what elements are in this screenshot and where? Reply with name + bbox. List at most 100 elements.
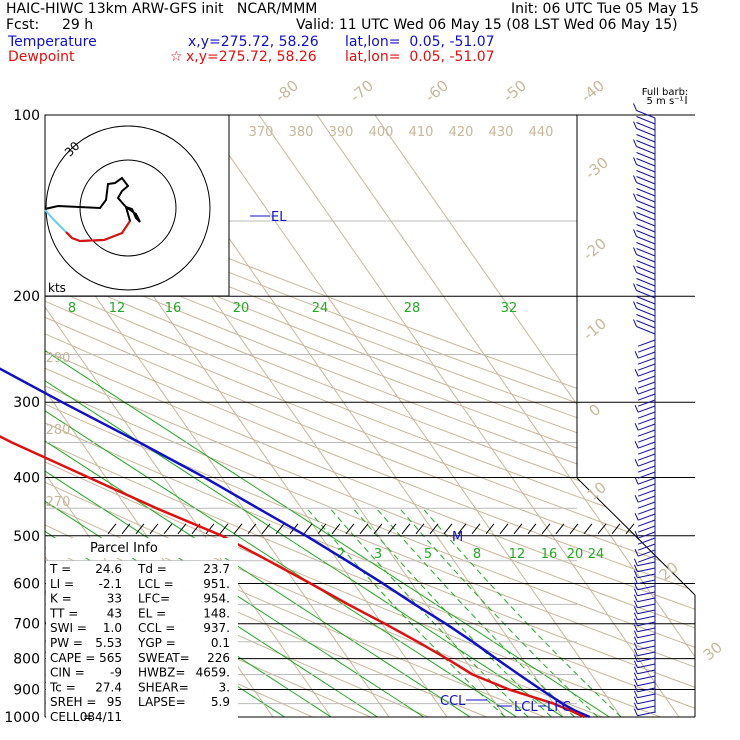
wind-barb — [633, 157, 656, 173]
parcel-title-bg — [46, 538, 238, 558]
theta-label: 440 — [529, 125, 554, 140]
theta-left-label: 280 — [46, 423, 71, 438]
parcel-value: 27.4 — [95, 680, 122, 694]
dry-adiabat-line — [45, 115, 695, 717]
isotherm-line — [258, 115, 680, 717]
wind-barb — [636, 134, 656, 143]
hatch-mark — [541, 523, 551, 535]
parcel-label: YGP = — [137, 636, 176, 650]
dry-adiabat-line — [45, 115, 695, 717]
parcel-label: EL = — [138, 606, 166, 620]
dry-adiabat-line — [45, 115, 695, 717]
wind-barb — [634, 459, 656, 467]
hatch-mark — [121, 523, 131, 535]
fcst-value: 29 h — [62, 17, 94, 33]
dry-adiabat-line — [45, 115, 695, 717]
hatch-mark — [275, 523, 285, 535]
hatch-mark — [331, 523, 341, 535]
wind-barb — [633, 684, 656, 693]
wind-barb — [633, 630, 656, 639]
dry-adiabat-line — [45, 115, 695, 717]
pressure-label: 700 — [13, 617, 40, 633]
hatch-mark — [177, 523, 187, 535]
isotherm-line — [45, 115, 332, 717]
hatch-mark — [611, 523, 621, 535]
wind-barb — [634, 513, 656, 521]
mixing-ratio-label: 3 — [374, 547, 382, 562]
parcel-value: 43 — [107, 606, 122, 620]
wind-barb — [637, 453, 656, 461]
parcel-value: 226 — [207, 651, 230, 665]
wind-barb — [637, 357, 656, 365]
dewpoint-latlon: lat,lon= 0.05, -51.07 — [345, 49, 495, 65]
theta-left-label: 270 — [46, 495, 71, 510]
isotherm-label: 30 — [700, 638, 726, 664]
frame-diagonal — [576, 477, 696, 596]
wind-barb — [633, 229, 656, 245]
wind-barb — [633, 139, 656, 155]
mixing-ratio-label: 32 — [501, 301, 518, 316]
wind-barb — [637, 339, 656, 347]
parcel-label: LI = — [50, 577, 74, 591]
hatch-mark — [443, 523, 453, 535]
wind-barb — [636, 296, 656, 305]
wind-barb — [637, 447, 656, 455]
pressure-label: 200 — [13, 289, 40, 305]
hatch-mark — [163, 523, 173, 535]
wind-barb — [637, 363, 656, 371]
pressure-label: 600 — [13, 576, 40, 592]
parcel-value: 937. — [203, 621, 230, 635]
parcel-value: 565 — [99, 651, 122, 665]
wind-barb — [636, 212, 656, 221]
parcel-value: 148. — [203, 606, 230, 620]
parcel-value: -9 — [110, 666, 122, 680]
wind-barb — [637, 381, 656, 389]
parcel-row-bg — [46, 709, 238, 724]
wind-barb — [633, 211, 656, 227]
wind-barb — [636, 158, 656, 167]
hatch-mark — [583, 523, 593, 535]
parcel-label: K = — [50, 592, 72, 606]
parcel-label: T = — [49, 562, 71, 576]
wind-barb — [636, 260, 656, 269]
temperature-xy: x,y=275.72, 58.26 — [188, 34, 319, 50]
lcl-label: LCL — [514, 700, 538, 715]
pressure-label: 500 — [13, 529, 40, 545]
pressure-label: 900 — [13, 682, 40, 698]
lfc-label: LFC — [547, 700, 571, 715]
parcel-row-bg — [46, 664, 238, 680]
wind-barb — [637, 345, 656, 353]
mixing-ratio-label: 8 — [68, 301, 76, 316]
hatch-mark — [149, 523, 159, 535]
parcel-label: LAPSE= — [138, 695, 186, 709]
pressure-label: 100 — [13, 108, 40, 124]
hatch-mark — [569, 523, 579, 535]
dry-adiabat-line — [45, 115, 695, 717]
wind-barb — [633, 594, 656, 603]
parcel-label: CELL = — [50, 710, 93, 724]
parcel-row-bg — [46, 620, 238, 636]
init-time: Init: 06 UTC Tue 05 May 15 — [511, 1, 699, 17]
hatch-mark — [345, 523, 355, 535]
isotherm-label: -40 — [578, 76, 608, 106]
parcel-label: SWEAT= — [138, 651, 190, 665]
wind-barb — [634, 441, 656, 449]
isotherm-label: 20 — [656, 558, 682, 584]
wind-barb — [637, 489, 656, 497]
wind-barb — [634, 351, 656, 359]
hatch-mark — [261, 523, 271, 535]
wind-barb — [637, 417, 656, 425]
wind-barb — [633, 558, 656, 567]
dry-adiabat-line — [45, 115, 343, 717]
wind-barb — [633, 618, 656, 627]
wind-barb — [637, 519, 656, 527]
wind-barb — [633, 606, 656, 615]
wind-barb — [633, 103, 656, 119]
wind-barb — [636, 266, 656, 275]
wind-barb — [633, 247, 656, 263]
wind-barb — [633, 708, 656, 717]
temperature-latlon: lat,lon= 0.05, -51.07 — [345, 34, 495, 50]
wind-barb — [637, 525, 656, 533]
parcel-value: 1.0 — [103, 621, 122, 635]
valid-time: Valid: 11 UTC Wed 06 May 15 (08 LST Wed … — [296, 17, 678, 33]
